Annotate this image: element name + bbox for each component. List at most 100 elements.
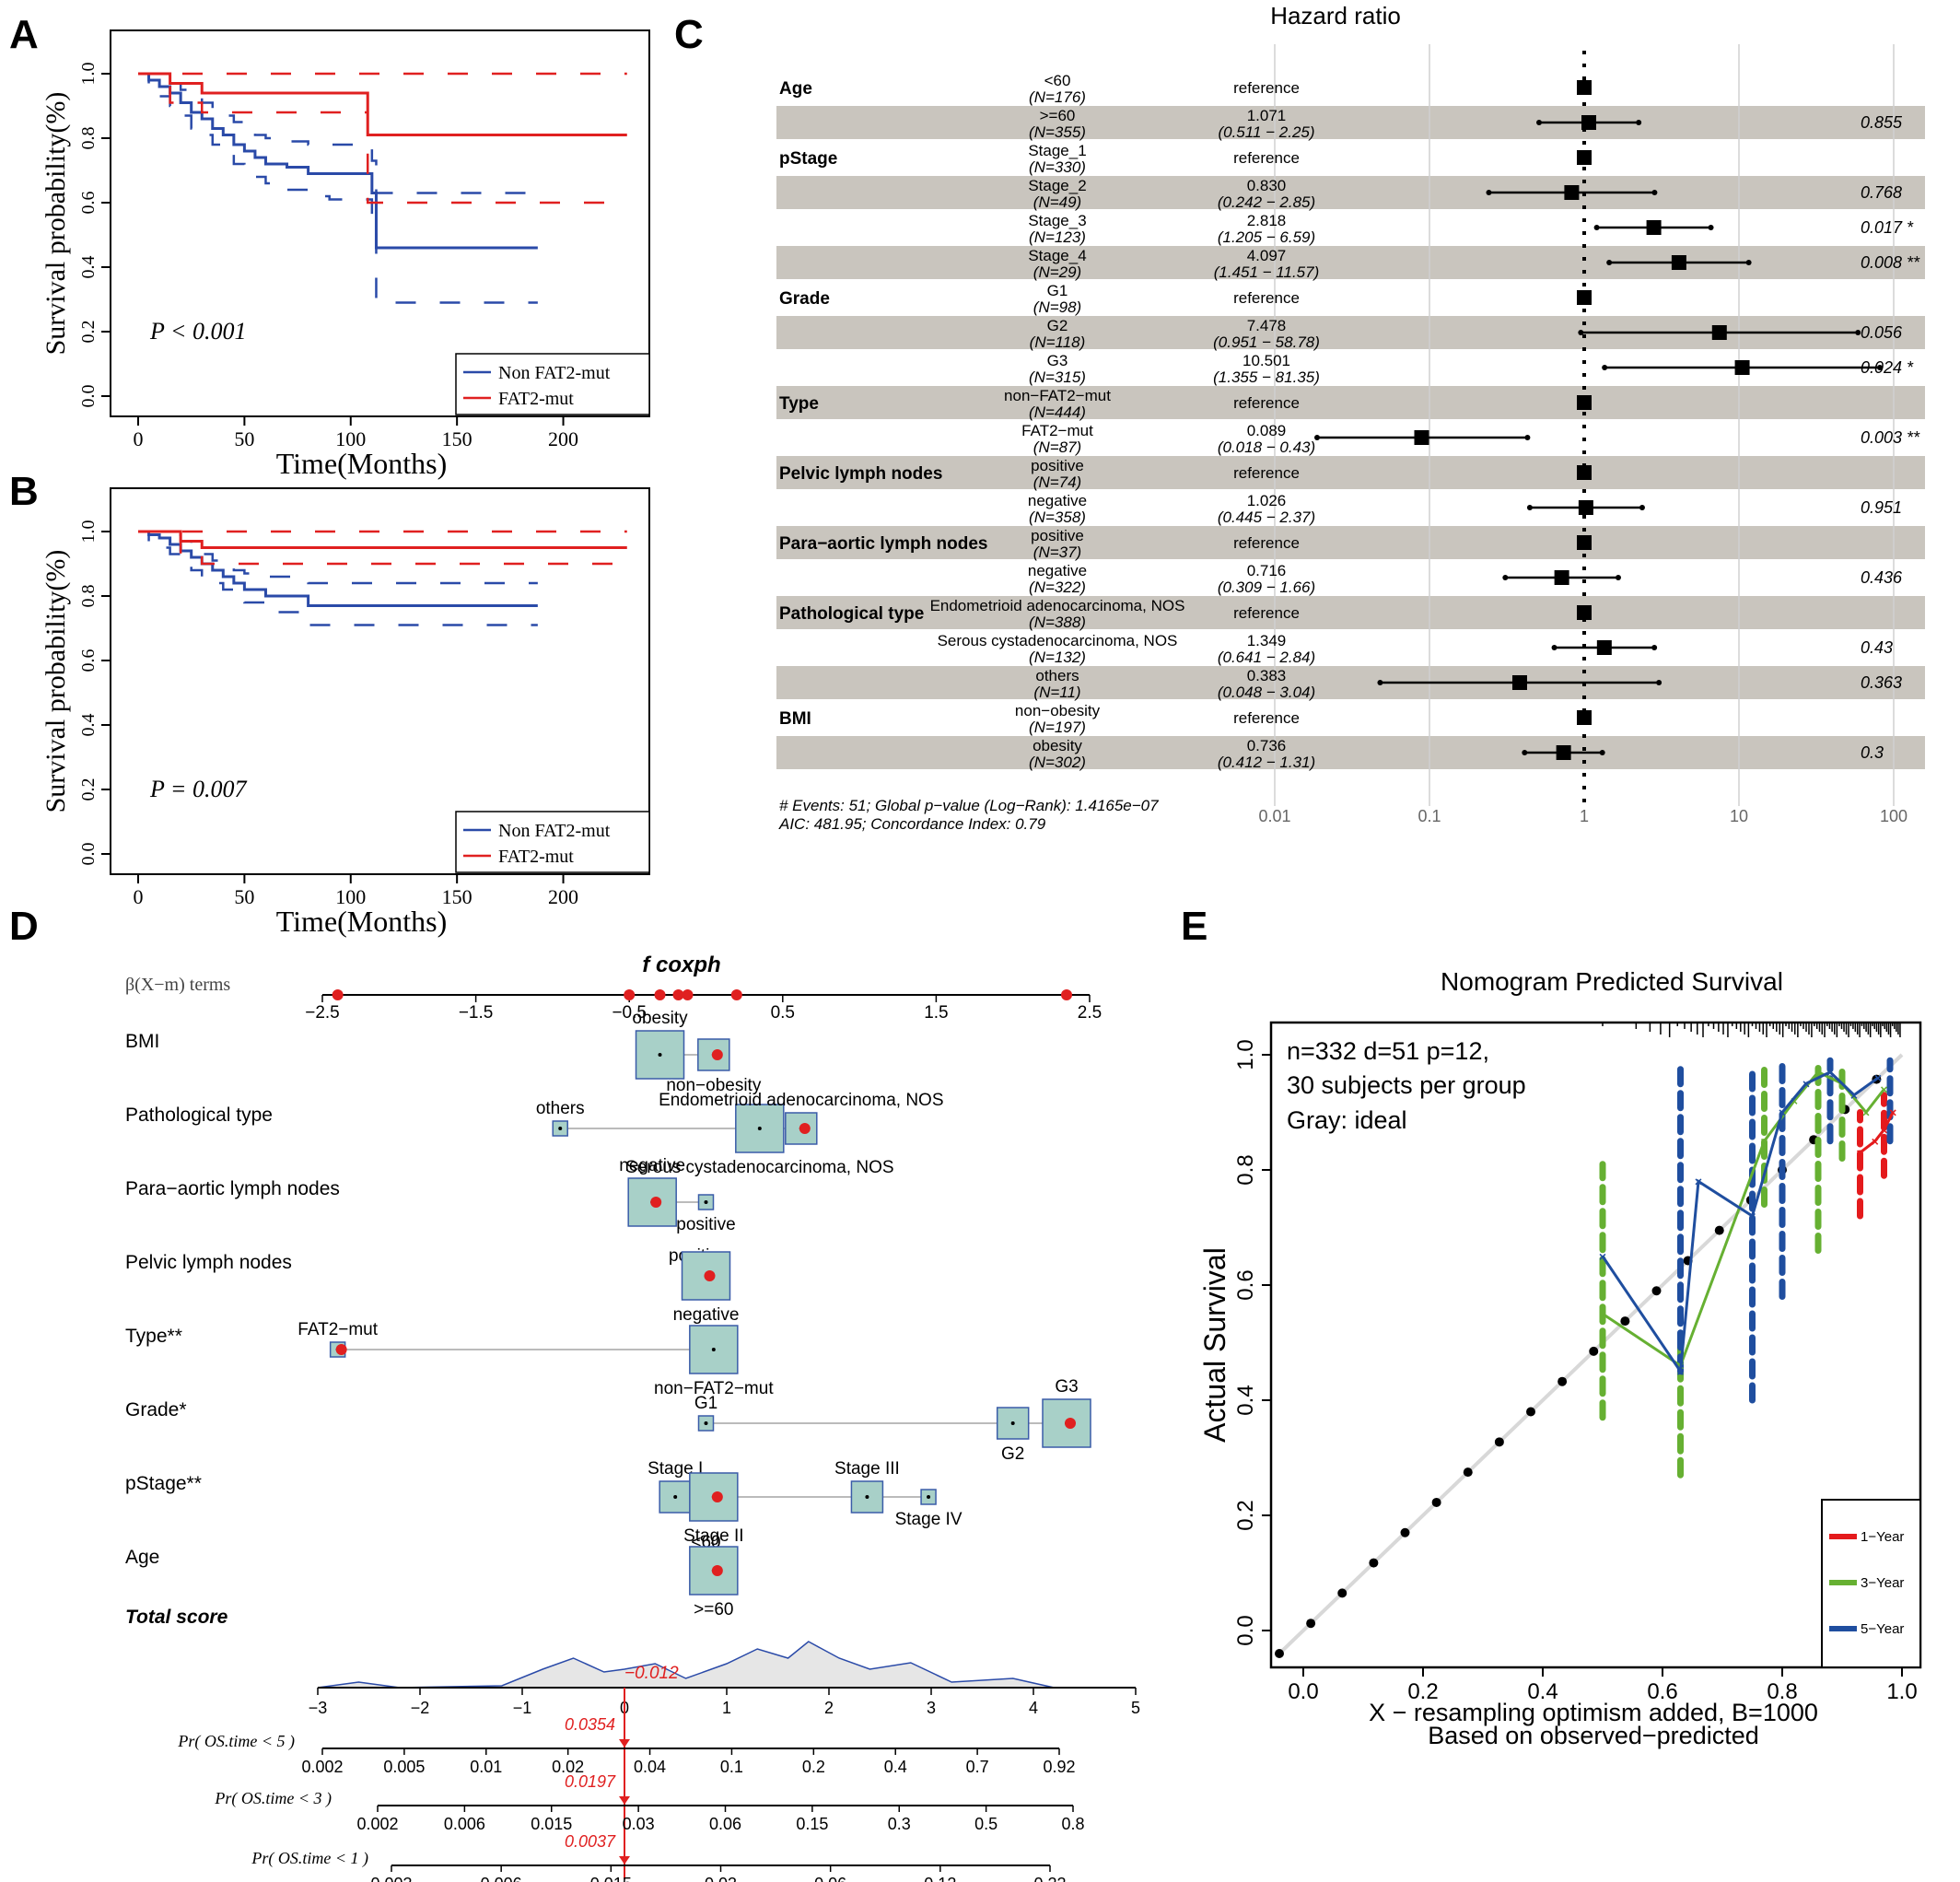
level-box [735, 1104, 785, 1153]
ci-end [1855, 330, 1861, 335]
calibration-point: × [1748, 1209, 1756, 1223]
ci-end [1502, 575, 1509, 580]
hr-label: 7.478 [1247, 317, 1287, 334]
selected-marker [799, 1123, 811, 1134]
level-label: >=60 [1040, 107, 1076, 124]
total-marker: −0.012 [624, 1664, 679, 1683]
x-tick-label: 0.1 [1418, 807, 1441, 825]
hr-point [1577, 465, 1592, 480]
p-label: 0.855 [1861, 113, 1903, 132]
pr-tick-label: 0.06 [709, 1815, 741, 1833]
level-label: Stage_3 [1028, 212, 1086, 229]
total-tick-label: 2 [824, 1699, 834, 1717]
y-tick-label: 0.4 [78, 714, 99, 737]
total-tick-label: 1 [722, 1699, 731, 1717]
legend-box [455, 353, 650, 415]
row-band [776, 736, 1925, 769]
pr-tick-label: 0.015 [531, 1815, 572, 1833]
hr-point [1581, 115, 1597, 130]
beta-tick-label: 0.5 [771, 1003, 795, 1023]
calibration-line-2 [1601, 1070, 1879, 1376]
hr-label: 10.501 [1242, 352, 1290, 369]
y-tick-label: 1.0 [78, 520, 99, 544]
panel-d-nomogram: f coxph β(X−m) terms −2.5 −1.5 −0.5 0.5 1.5 2.5… [125, 953, 1140, 1882]
hr-point [1577, 80, 1592, 95]
calibration-point: × [1862, 1105, 1870, 1120]
legend-label-2: 5−Year [1861, 1621, 1904, 1637]
calibration-point: × [1880, 1082, 1887, 1097]
level-label: Stage_4 [1028, 247, 1086, 264]
x-tick-label: 150 [442, 885, 472, 908]
ci-end [1745, 260, 1752, 265]
variable-label: Para−aortic lymph nodes [125, 1178, 340, 1199]
beta-point [682, 989, 694, 1000]
calibration-title: Nomogram Predicted Survival [1441, 967, 1783, 996]
n-label: (N=358) [1029, 508, 1086, 526]
legend-label-1: FAT2-mut [498, 847, 574, 867]
p-label: 0.3 [1861, 743, 1884, 762]
level-center [757, 1127, 762, 1130]
panel-c-forest-plot: Hazard ratio 0.01 0.1 1 10 100 Age <60(N=176) re… [776, 2, 1925, 833]
pr-label: Pr( OS.time < 3 ) [214, 1789, 332, 1808]
hr-point [1711, 325, 1727, 340]
level-label: obesity [632, 1009, 688, 1028]
ci-label: (0.048 − 3.04) [1218, 684, 1315, 701]
ci-upper-0 [138, 72, 538, 194]
hr-label: reference [1233, 709, 1300, 727]
level-label: positive [1031, 527, 1084, 544]
beta-tick-label: −1.5 [459, 1003, 494, 1023]
ci-label: (1.205 − 6.59) [1218, 228, 1315, 246]
y-tick-label: 0.8 [78, 127, 99, 150]
ci-end [1606, 260, 1613, 265]
total-score-label: Total score [125, 1607, 228, 1628]
ci-end [1578, 330, 1584, 335]
level-label: FAT2−mut [1021, 422, 1093, 439]
p-label: 0.951 [1861, 498, 1902, 517]
beta-point [624, 989, 636, 1000]
level-label: others [536, 1099, 585, 1118]
x-axis-label-2: Based on observed−predicted [1428, 1722, 1759, 1749]
calibration-point: × [1874, 1070, 1882, 1085]
level-center [711, 1348, 716, 1351]
n-label: (N=330) [1029, 158, 1086, 176]
x-tick-label: 0 [134, 427, 144, 450]
annotation-line-3: Gray: ideal [1287, 1106, 1407, 1134]
ci-end [1593, 225, 1600, 230]
pr-tick-label: 0.002 [301, 1758, 343, 1776]
y-tick-label: 0.4 [1233, 1385, 1258, 1415]
hr-label: reference [1233, 79, 1300, 97]
pr-tick-label: 0.02 [552, 1758, 584, 1776]
level-label: negative [673, 1305, 740, 1325]
y-tick-label: 0.2 [78, 321, 99, 344]
pr-tick-label: 0.5 [974, 1815, 998, 1833]
ideal-point [1400, 1527, 1410, 1537]
ci-lower-0 [138, 72, 538, 304]
row-band [776, 456, 1925, 489]
ci-lower-0 [138, 530, 538, 626]
hr-point [1556, 745, 1571, 760]
level-label: <60 [1044, 72, 1071, 89]
x-tick-label: 200 [548, 885, 578, 908]
calibration-point: × [1599, 1249, 1606, 1264]
survival-curve-0 [138, 530, 538, 607]
hr-label: reference [1233, 149, 1300, 167]
level-label: G3 [1047, 352, 1068, 369]
pr-tick-label: 0.03 [623, 1815, 655, 1833]
ci-end [1524, 435, 1531, 440]
level-label: G3 [1055, 1377, 1078, 1397]
total-tick-label: 3 [927, 1699, 936, 1717]
n-label: (N=444) [1029, 403, 1086, 421]
x-axis-label: Time(Months) [276, 447, 448, 480]
ideal-point [1431, 1497, 1441, 1507]
n-label: (N=11) [1033, 684, 1080, 701]
level-label: non−obesity [666, 1076, 761, 1095]
ideal-point [1651, 1286, 1662, 1296]
pr-tick-label: 0.7 [966, 1758, 989, 1776]
ci-end [1651, 645, 1658, 650]
row-band [776, 386, 1925, 419]
pr-value: 0.0354 [565, 1715, 615, 1734]
ci-label: (0.511 − 2.25) [1218, 123, 1314, 141]
hr-label: 1.026 [1247, 492, 1287, 509]
ideal-point [1463, 1467, 1473, 1478]
panel-c-letter: C [674, 12, 704, 57]
